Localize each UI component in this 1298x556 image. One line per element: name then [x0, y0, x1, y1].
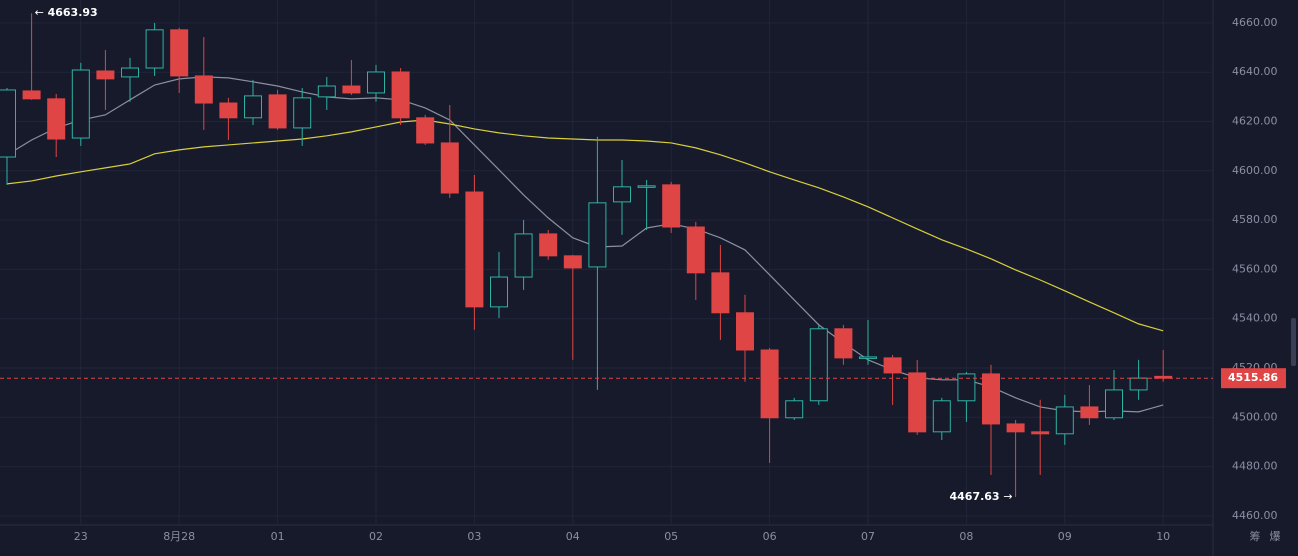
- min-marker: 4467.63: [949, 490, 999, 503]
- candle-body: [170, 29, 189, 77]
- x-tick-label: 23: [74, 530, 88, 543]
- candle-body: [465, 191, 484, 308]
- candle-body: [219, 102, 238, 119]
- candle-body: [588, 202, 607, 268]
- candle-body: [342, 85, 361, 94]
- candle-body: [145, 29, 164, 69]
- candle-body: [809, 328, 828, 402]
- candle-body: [1055, 406, 1074, 435]
- scroll-handle[interactable]: [1291, 318, 1296, 366]
- x-tick-label: 06: [763, 530, 777, 543]
- candle-body: [1129, 377, 1148, 391]
- candle-body: [613, 186, 631, 203]
- y-tick-label: 4600.00: [1232, 164, 1278, 177]
- x-tick-label: 04: [566, 530, 580, 543]
- candle-body: [22, 90, 41, 100]
- candle-body: [785, 400, 804, 419]
- x-tick-label: 07: [861, 530, 875, 543]
- x-tick-label: 10: [1156, 530, 1170, 543]
- candle-body: [268, 94, 287, 129]
- candle-body: [416, 117, 435, 144]
- moving-average-line: [6, 119, 1164, 332]
- y-tick-label: 4660.00: [1232, 16, 1278, 29]
- candle-body: [662, 184, 681, 228]
- candle-body: [932, 400, 951, 433]
- toolbar-button[interactable]: 筹: [1250, 529, 1261, 543]
- candle-body: [1080, 406, 1099, 419]
- candle-body: [1006, 423, 1025, 433]
- min-arrow: →: [1003, 490, 1012, 503]
- candle-body: [711, 272, 730, 314]
- candle-body: [883, 357, 902, 374]
- candle-body: [1105, 389, 1123, 419]
- candle-body: [391, 71, 410, 119]
- candle-body: [317, 85, 336, 98]
- candle-body: [47, 98, 66, 140]
- x-tick-label: 08: [959, 530, 973, 543]
- candle-body: [760, 349, 779, 419]
- candle-body: [834, 328, 853, 359]
- candle-body: [563, 255, 582, 269]
- candle-body: [957, 373, 976, 402]
- max-arrow: ←: [35, 6, 44, 19]
- x-tick-label: 03: [467, 530, 481, 543]
- price-tag-label: 4515.86: [1228, 371, 1278, 384]
- y-tick-label: 4620.00: [1232, 115, 1278, 128]
- candle-body: [637, 185, 656, 188]
- candle-body: [490, 276, 508, 308]
- candle-body: [194, 75, 213, 104]
- x-tick-label: 05: [664, 530, 678, 543]
- candle-body: [0, 89, 16, 158]
- max-marker: 4663.93: [48, 6, 98, 19]
- y-tick-label: 4560.00: [1232, 262, 1278, 275]
- x-tick-label: 8月28: [163, 530, 195, 543]
- y-tick-label: 4580.00: [1232, 213, 1278, 226]
- toolbar-button[interactable]: 爆: [1270, 529, 1281, 543]
- candle-body: [686, 226, 705, 274]
- y-tick-label: 4640.00: [1232, 65, 1278, 78]
- y-tick-label: 4460.00: [1232, 509, 1278, 522]
- candle-body: [293, 97, 312, 129]
- candle-body: [244, 95, 262, 119]
- candle-body: [859, 356, 877, 359]
- price-tag: [1221, 368, 1286, 389]
- candle-body: [96, 70, 115, 80]
- y-tick-label: 4500.00: [1232, 410, 1278, 423]
- x-tick-label: 01: [271, 530, 285, 543]
- candle-body: [908, 372, 927, 433]
- candle-body: [1031, 431, 1050, 435]
- x-tick-label: 09: [1058, 530, 1072, 543]
- candle-body: [736, 312, 754, 351]
- x-tick-label: 02: [369, 530, 383, 543]
- candle-body: [982, 373, 1000, 425]
- y-tick-label: 4480.00: [1232, 460, 1278, 473]
- candle-body: [514, 233, 533, 278]
- candle-body: [539, 233, 558, 257]
- y-tick-label: 4540.00: [1232, 312, 1278, 325]
- candle-body: [121, 67, 139, 78]
- candle-body: [367, 71, 385, 94]
- candle-body: [71, 69, 90, 139]
- candle-body: [440, 142, 459, 194]
